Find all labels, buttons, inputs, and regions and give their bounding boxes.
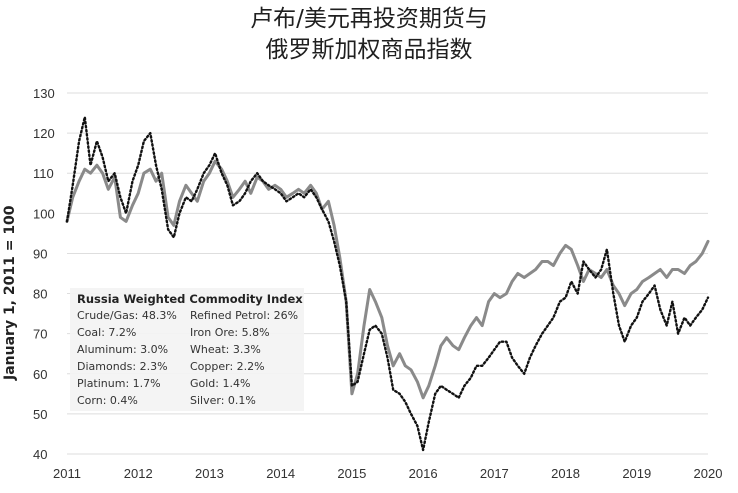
y-tick-label: 70 [33,327,47,342]
legend-item-iron-ore: Iron Ore: 5.8% [190,326,270,339]
legend-item-platinum: Platinum: 1.7% [77,377,161,390]
legend-item-copper: Copper: 2.2% [190,360,265,373]
y-tick-label: 120 [33,126,55,141]
y-tick-label: 80 [33,287,47,302]
y-tick-labels: 40 50 60 70 80 90 100 110 120 130 [33,86,55,462]
x-tick-label: 2013 [195,466,224,481]
series-line-dotted [65,115,710,452]
legend-header: Russia Weighted Commodity Index [77,292,303,306]
x-tick-label: 2020 [694,466,723,481]
legend-item-coal: Coal: 7.2% [77,326,137,339]
x-tick-labels: 2011 2012 2013 2014 2015 2016 2017 2018 2019 2020 [53,466,722,481]
x-tick-label: 2012 [124,466,153,481]
legend-item-gold: Gold: 1.4% [190,377,251,390]
x-tick-label: 2016 [409,466,438,481]
y-tick-label: 100 [33,206,55,221]
y-tick-label: 110 [33,166,54,181]
x-tick-label: 2014 [266,466,295,481]
x-tick-label: 2011 [53,466,81,481]
x-tick-label: 2018 [551,466,580,481]
legend-item-corn: Corn: 0.4% [77,394,138,407]
series-lines [65,115,710,452]
y-tick-label: 50 [33,407,47,422]
x-tick-label: 2017 [480,466,509,481]
x-tick-label: 2019 [622,466,651,481]
legend-item-aluminum: Aluminum: 3.0% [77,343,169,356]
x-tick-label: 2015 [337,466,366,481]
title-line-2: 俄罗斯加权商品指数 [265,37,473,63]
legend-item-crude-gas: Crude/Gas: 48.3% [77,309,177,322]
legend-item-diamonds: Diamonds: 2.3% [77,360,168,373]
legend-item-refined-petrol: Refined Petrol: 26% [190,309,299,322]
legend-item-silver: Silver: 0.1% [190,394,256,407]
series-line-solid [65,159,710,400]
commodity-weights-box: Russia Weighted Commodity Index Crude/Ga… [70,288,304,411]
y-tick-label: 90 [33,246,47,261]
title-line-1: 卢布/美元再投资期货与 [250,6,488,32]
y-tick-label: 60 [33,367,47,382]
legend-item-wheat: Wheat: 3.3% [190,343,261,356]
y-tick-label: 40 [33,447,47,462]
y-tick-label: 130 [33,86,55,101]
chart-title: 卢布/美元再投资期货与 俄罗斯加权商品指数 [0,4,738,66]
